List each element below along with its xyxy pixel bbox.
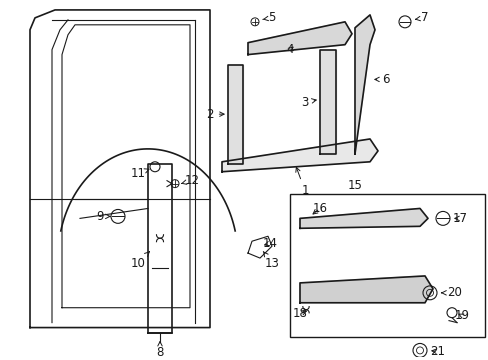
Text: 14: 14	[262, 237, 277, 250]
Text: 12: 12	[181, 174, 199, 187]
Polygon shape	[354, 15, 374, 154]
Polygon shape	[227, 64, 243, 164]
Text: 19: 19	[453, 309, 468, 322]
Polygon shape	[299, 276, 432, 303]
Polygon shape	[247, 22, 351, 55]
Text: 16: 16	[312, 202, 327, 215]
Text: 21: 21	[429, 345, 445, 358]
Text: 7: 7	[415, 12, 428, 24]
Polygon shape	[299, 208, 427, 228]
Text: 5: 5	[262, 12, 275, 24]
Polygon shape	[222, 139, 377, 172]
Text: 3: 3	[301, 96, 316, 109]
Text: 17: 17	[451, 212, 467, 225]
Text: 11: 11	[130, 167, 149, 180]
Text: 9: 9	[96, 210, 110, 223]
Text: 13: 13	[263, 252, 279, 270]
Polygon shape	[319, 50, 335, 154]
Text: 2: 2	[206, 108, 224, 121]
Text: 20: 20	[441, 286, 462, 299]
Text: 8: 8	[156, 342, 163, 359]
Text: 18: 18	[292, 307, 307, 320]
Text: 10: 10	[130, 252, 149, 270]
Bar	[289, 194, 484, 337]
Text: 6: 6	[374, 73, 389, 86]
Text: 4: 4	[285, 43, 293, 56]
Text: 1: 1	[295, 167, 308, 197]
Text: 15: 15	[347, 179, 362, 192]
